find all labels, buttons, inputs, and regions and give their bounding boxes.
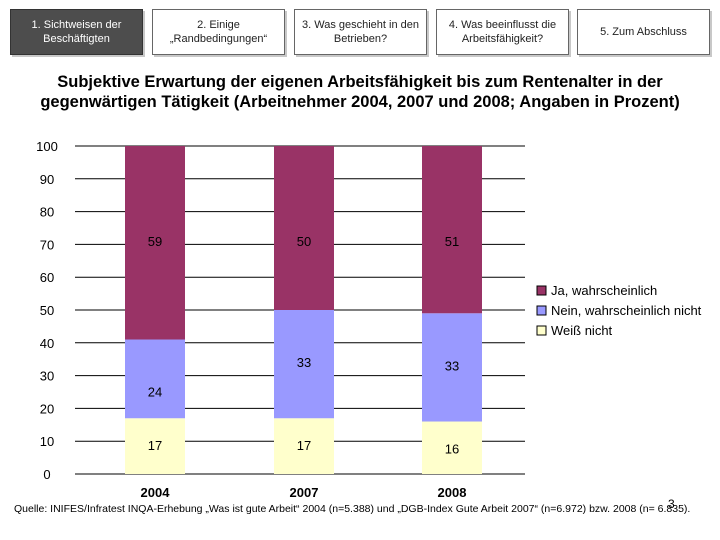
legend-label: Nein, wahrscheinlich nicht [551, 303, 702, 318]
tab-sichtweisen[interactable]: 1. Sichtweisen der Beschäftigten [10, 9, 143, 55]
bar-segment [125, 146, 185, 340]
y-tick-label: 40 [40, 336, 54, 351]
bar-segment [274, 310, 334, 419]
legend-label: Ja, wahrscheinlich [551, 283, 657, 298]
y-tick-label: 0 [43, 467, 50, 482]
tab-arbeitsfaehigkeit[interactable]: 4. Was beeinflusst die Arbeitsfähigkeit? [436, 9, 569, 55]
y-tick-label: 50 [40, 303, 54, 318]
bar-segment [125, 339, 185, 419]
y-tick-label: 90 [40, 172, 54, 187]
bar-segment [422, 146, 482, 314]
chart-title: Subjektive Erwartung der eigenen Arbeits… [40, 73, 680, 111]
data-label: 33 [445, 358, 459, 373]
data-label: 17 [148, 438, 162, 453]
data-label: 50 [297, 234, 311, 249]
legend-swatch [536, 325, 547, 336]
y-tick-label: 100 [36, 139, 58, 154]
source-note: Quelle: INIFES/Infratest INQA-Erhebung „… [14, 503, 691, 515]
bar-segment [422, 313, 482, 422]
data-label: 33 [297, 355, 311, 370]
tab-randbedingungen[interactable]: 2. Einige „Randbedingungen“ [152, 9, 285, 55]
bar-segment [274, 146, 334, 310]
y-tick-label: 80 [40, 205, 54, 220]
y-tick-label: 20 [40, 401, 54, 416]
x-tick-label: 2007 [290, 485, 319, 500]
data-label: 51 [445, 234, 459, 249]
legend-swatch [536, 285, 547, 296]
y-tick-label: 70 [40, 237, 54, 252]
section-nav: 1. Sichtweisen der Beschäftigten 2. Eini… [0, 9, 720, 57]
y-tick-label: 60 [40, 270, 54, 285]
legend-swatch [536, 305, 547, 316]
tab-betriebe[interactable]: 3. Was geschieht in den Betrieben? [294, 9, 427, 55]
bar-segment [422, 421, 482, 474]
y-tick-label: 30 [40, 369, 54, 384]
x-tick-label: 2008 [438, 485, 467, 500]
bar-segment [125, 418, 185, 474]
page-number: 3 [668, 497, 675, 511]
legend-label: Weiß nicht [551, 323, 613, 338]
data-label: 16 [445, 442, 459, 457]
data-label: 59 [148, 234, 162, 249]
data-label: 24 [148, 385, 162, 400]
tab-abschluss[interactable]: 5. Zum Abschluss [577, 9, 710, 55]
y-tick-label: 10 [40, 434, 54, 449]
x-tick-label: 2004 [141, 485, 171, 500]
bar-segment [274, 418, 334, 474]
data-label: 17 [297, 438, 311, 453]
